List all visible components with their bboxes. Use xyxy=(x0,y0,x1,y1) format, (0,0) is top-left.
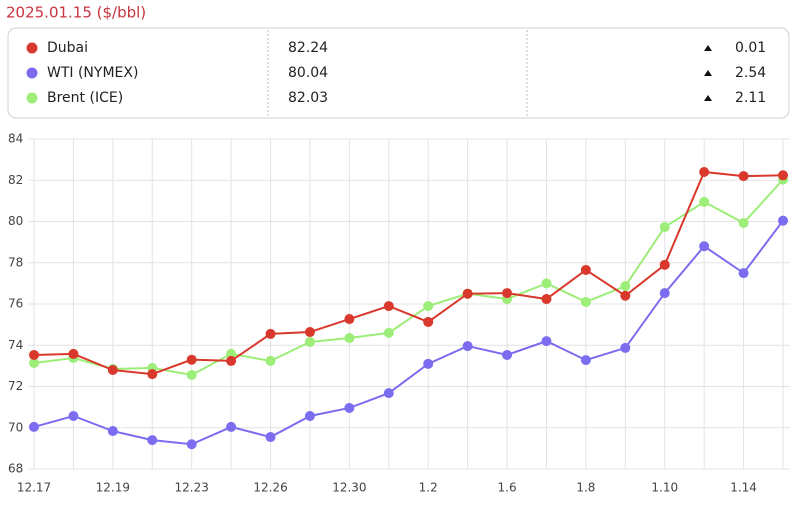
legend-label: WTI (NYMEX) xyxy=(47,65,138,81)
data-point xyxy=(502,349,513,360)
data-point xyxy=(107,426,118,437)
data-point xyxy=(699,167,710,177)
x-tick-label: 12.19 xyxy=(96,481,130,495)
data-point xyxy=(620,342,631,353)
data-point xyxy=(344,314,355,325)
data-point xyxy=(186,439,197,450)
data-point xyxy=(383,327,394,338)
data-point xyxy=(29,349,39,360)
data-point xyxy=(186,369,197,380)
data-point xyxy=(68,348,79,359)
y-tick-label: 70 xyxy=(8,420,23,434)
data-point xyxy=(344,333,355,344)
data-point xyxy=(580,296,591,307)
data-point xyxy=(502,288,513,299)
data-point xyxy=(778,215,788,226)
data-point xyxy=(541,278,552,289)
data-point xyxy=(304,410,315,421)
series-line xyxy=(33,170,784,376)
data-point xyxy=(304,327,315,338)
data-point xyxy=(620,290,631,301)
x-tick-label: 12.26 xyxy=(253,481,287,495)
data-point xyxy=(383,388,394,399)
data-point xyxy=(304,336,315,347)
up-arrow xyxy=(704,95,712,101)
data-point xyxy=(659,288,670,299)
up-arrow xyxy=(704,45,712,51)
data-point xyxy=(462,341,473,352)
data-point xyxy=(738,268,749,279)
data-point xyxy=(620,281,631,292)
y-tick-label: 78 xyxy=(8,255,23,269)
y-tick-label: 82 xyxy=(8,173,23,187)
legend-box xyxy=(7,27,790,119)
y-tick-label: 76 xyxy=(8,297,23,311)
up-arrow xyxy=(704,70,712,76)
legend-label: Dubai xyxy=(47,40,88,56)
y-tick-label: 74 xyxy=(8,338,23,352)
latest-value: 80.04 xyxy=(288,65,328,81)
x-tick-label: 1.6 xyxy=(498,481,517,495)
data-point xyxy=(147,435,158,446)
data-point xyxy=(541,336,552,347)
data-point xyxy=(580,355,591,366)
legend-swatch xyxy=(26,67,38,79)
x-tick-label: 1.14 xyxy=(730,481,757,495)
x-tick-label: 1.2 xyxy=(419,481,438,495)
x-tick-label: 12.17 xyxy=(17,481,51,495)
data-point xyxy=(29,357,39,368)
data-point xyxy=(265,328,276,339)
data-point xyxy=(226,348,237,359)
data-point xyxy=(541,294,552,305)
data-point xyxy=(659,222,670,233)
data-point xyxy=(462,288,473,299)
change-value: 0.01 xyxy=(735,40,766,56)
data-point xyxy=(344,402,355,413)
change-value: 2.54 xyxy=(735,65,766,81)
data-point xyxy=(580,264,591,275)
legend-swatch xyxy=(26,42,38,54)
latest-value: 82.03 xyxy=(288,90,328,106)
change-value: 2.11 xyxy=(735,90,766,106)
data-point xyxy=(186,354,197,365)
chart-title: 2025.01.15 ($/bbl) xyxy=(6,4,146,22)
data-point xyxy=(423,358,434,369)
x-tick-label: 1.8 xyxy=(576,481,595,495)
data-point xyxy=(226,421,237,432)
data-point xyxy=(699,241,710,252)
data-point xyxy=(265,432,276,443)
data-point xyxy=(699,196,710,207)
legend-label: Brent (ICE) xyxy=(47,90,123,106)
data-point xyxy=(738,217,749,228)
series-line xyxy=(33,178,784,376)
data-point xyxy=(383,301,394,312)
y-tick-label: 84 xyxy=(8,132,23,146)
data-point xyxy=(423,316,434,327)
data-point xyxy=(29,421,39,432)
data-point xyxy=(68,410,79,421)
y-tick-label: 72 xyxy=(8,379,23,393)
data-point xyxy=(778,170,788,181)
series-line xyxy=(33,220,784,446)
data-point xyxy=(147,369,158,380)
y-tick-label: 80 xyxy=(8,214,23,228)
x-tick-label: 1.10 xyxy=(651,481,678,495)
legend-swatch xyxy=(26,92,38,104)
x-tick-label: 12.23 xyxy=(175,481,209,495)
latest-value: 82.24 xyxy=(288,40,328,56)
data-point xyxy=(265,355,276,366)
data-point xyxy=(738,171,749,182)
data-point xyxy=(659,259,670,270)
y-tick-label: 68 xyxy=(8,462,23,476)
data-point xyxy=(107,365,118,375)
data-point xyxy=(226,355,237,366)
x-tick-label: 12.30 xyxy=(332,481,366,495)
data-point xyxy=(423,301,434,312)
